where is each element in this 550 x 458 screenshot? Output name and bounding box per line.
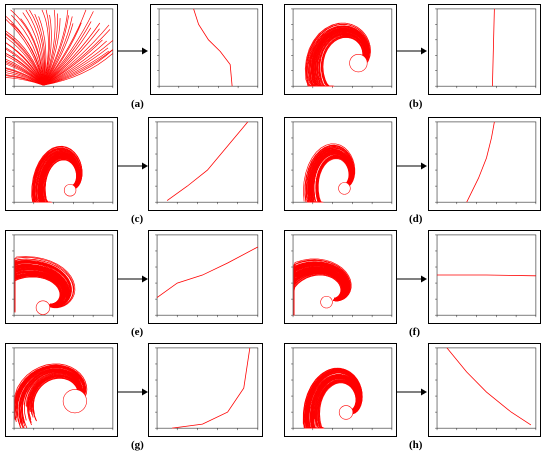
panel-label-f: (f) — [409, 326, 420, 338]
trajectory-curve — [156, 246, 259, 298]
swirl-strands — [302, 367, 363, 429]
swirl-plot — [12, 234, 114, 318]
panel-a-right — [150, 4, 263, 95]
panel-g-right — [148, 343, 263, 437]
axes — [291, 234, 393, 318]
axes — [12, 347, 114, 431]
trajectory-curve — [193, 8, 233, 87]
panel-d-right — [428, 117, 541, 211]
swirl-plot — [291, 347, 393, 431]
arrow-g — [118, 388, 148, 396]
panel-label-h: (h) — [409, 439, 423, 451]
panel-b-right — [428, 4, 541, 95]
trajectory-plot — [435, 234, 537, 318]
panel-h-right — [428, 343, 541, 437]
axes — [291, 121, 393, 205]
arrow-a — [118, 47, 148, 55]
fan-strands — [6, 9, 114, 86]
panel-label-c: (c) — [131, 213, 144, 225]
trajectory-curve — [446, 347, 532, 426]
arrow-f — [397, 275, 427, 283]
panel-d-left — [284, 117, 397, 211]
swirl-plot — [291, 121, 393, 205]
panel-e-left — [5, 230, 118, 324]
axes — [155, 347, 259, 431]
panel-label-e: (e) — [131, 326, 144, 338]
panel-e-right — [148, 230, 263, 324]
trajectory-plot — [155, 121, 259, 205]
panel-c-left — [5, 117, 118, 211]
panel-b-left — [284, 4, 397, 95]
panel-f-right — [428, 230, 541, 324]
trajectory-curve — [172, 347, 251, 429]
swirl-plot — [12, 347, 114, 431]
axes — [155, 121, 259, 205]
trajectory-plot — [435, 121, 537, 205]
trajectory-plot — [155, 234, 259, 318]
swirl-strands — [14, 363, 88, 429]
trajectory-plot — [435, 8, 537, 89]
swirl-strands — [303, 143, 356, 203]
trajectory-curve — [166, 121, 249, 201]
axes — [435, 234, 537, 318]
fan-plot — [6, 8, 114, 89]
trajectory-curve — [466, 121, 495, 203]
swirl-strands — [304, 22, 371, 87]
arrow-e — [118, 275, 148, 283]
panel-h-left — [284, 343, 397, 437]
trajectory-plot — [435, 347, 537, 431]
panel-label-d: (d) — [409, 213, 423, 225]
arrow-h — [397, 388, 427, 396]
axes — [157, 8, 259, 89]
swirl-strands — [31, 145, 83, 203]
axes — [435, 8, 537, 89]
panel-label-a: (a) — [131, 98, 144, 110]
panel-g-left — [5, 343, 118, 437]
axes — [291, 8, 393, 89]
trajectory-plot — [157, 8, 259, 89]
panel-label-b: (b) — [409, 98, 423, 110]
axes — [12, 234, 114, 318]
axes — [155, 234, 259, 318]
swirl-plot — [12, 121, 114, 205]
arrow-d — [397, 162, 427, 170]
axes — [435, 347, 537, 431]
trajectory-plot — [155, 347, 259, 431]
arrow-b — [397, 47, 427, 55]
panel-c-right — [148, 117, 263, 211]
trajectory-curve — [492, 8, 495, 87]
arrow-c — [118, 162, 148, 170]
swirl-strands — [14, 256, 76, 315]
panel-label-g: (g) — [131, 439, 144, 451]
axes — [12, 121, 114, 205]
swirl-plot — [291, 8, 393, 89]
trajectory-curve — [437, 274, 536, 277]
swirl-plot — [291, 234, 393, 318]
panel-a-left — [5, 4, 118, 95]
axes — [435, 121, 537, 205]
panel-f-left — [284, 230, 397, 324]
swirl-strands — [293, 258, 352, 316]
